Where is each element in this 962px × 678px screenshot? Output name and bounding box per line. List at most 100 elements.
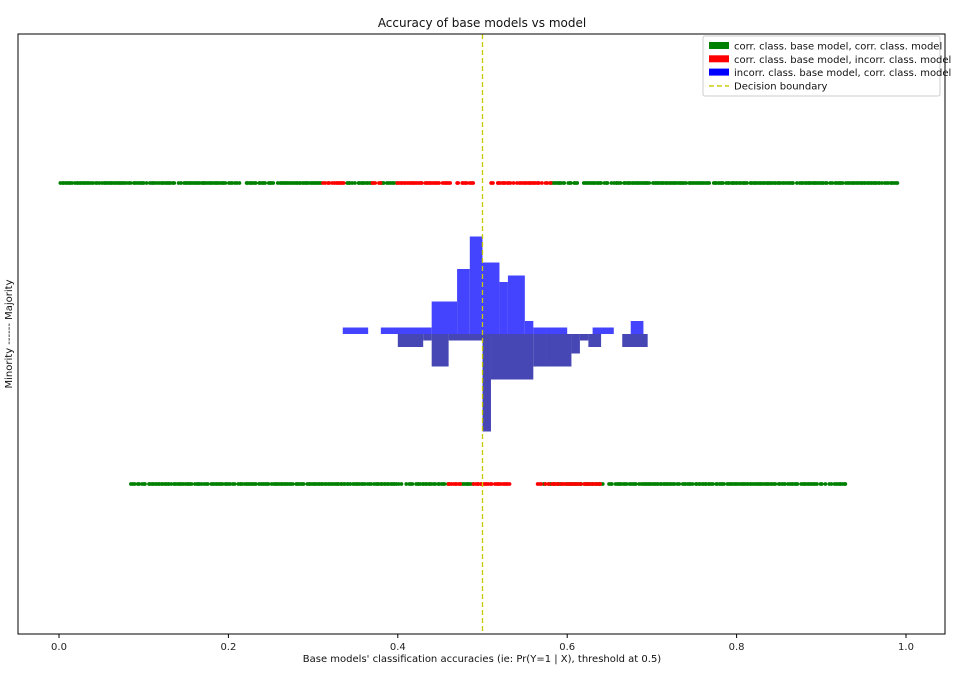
green-point xyxy=(128,181,133,185)
strip-majority xyxy=(58,181,900,185)
green-point xyxy=(599,181,603,185)
green-point xyxy=(568,181,573,185)
red-point xyxy=(548,181,553,185)
red-point xyxy=(539,482,544,486)
red-point xyxy=(378,181,383,185)
green-point xyxy=(404,482,409,486)
x-tick-label: 0.6 xyxy=(559,642,575,653)
green-point xyxy=(352,181,357,185)
histogram-bar xyxy=(342,327,369,334)
histogram-bar xyxy=(588,334,602,347)
red-point xyxy=(341,181,346,185)
green-point xyxy=(220,482,225,486)
green-point xyxy=(791,181,795,185)
green-point xyxy=(647,181,652,185)
histogram-bar xyxy=(592,327,614,334)
green-point xyxy=(886,181,891,185)
x-tick-label: 0.0 xyxy=(51,642,67,653)
red-point xyxy=(437,181,441,185)
green-point xyxy=(263,181,267,185)
histogram-bar xyxy=(482,262,500,334)
green-point xyxy=(710,482,715,486)
green-point xyxy=(266,482,271,486)
red-point xyxy=(456,181,461,185)
green-point xyxy=(169,482,174,486)
green-point xyxy=(172,181,177,185)
green-point xyxy=(819,482,824,486)
plot-frame xyxy=(17,33,946,635)
green-point xyxy=(633,482,638,486)
x-tick-label: 0.8 xyxy=(729,642,745,653)
legend-entry-label: incorr. class. base model, corr. class. … xyxy=(734,68,951,79)
green-point xyxy=(690,482,695,486)
red-point xyxy=(545,181,550,185)
histogram-bar xyxy=(380,327,432,334)
histogram-bar xyxy=(622,334,648,347)
green-point xyxy=(895,181,900,185)
x-tick-label: 0.4 xyxy=(390,642,406,653)
x-axis: 0.0 0.2 0.4 0.6 0.8 1.0 xyxy=(51,634,914,653)
green-point xyxy=(609,482,614,486)
red-point xyxy=(373,181,378,185)
green-point xyxy=(271,181,276,185)
x-axis-label: Base models' classification accuracies (… xyxy=(303,654,662,665)
legend-entry-label: Decision boundary xyxy=(734,81,827,92)
red-point xyxy=(540,181,544,185)
red-point xyxy=(546,482,551,486)
green-point xyxy=(369,482,374,486)
histogram-bar xyxy=(630,321,644,334)
plot-area xyxy=(58,34,900,634)
green-point xyxy=(228,482,233,486)
red-point xyxy=(464,181,469,185)
red-point xyxy=(471,181,476,185)
green-point xyxy=(237,181,242,185)
histogram-bar xyxy=(469,236,483,334)
green-point xyxy=(205,482,210,486)
histogram-bar xyxy=(499,282,508,334)
red-point xyxy=(536,181,541,185)
green-point xyxy=(253,181,258,185)
green-point xyxy=(137,482,142,486)
red-point xyxy=(448,181,453,185)
green-point xyxy=(97,181,102,185)
green-point xyxy=(815,482,819,486)
red-point xyxy=(327,181,332,185)
legend-swatch xyxy=(709,68,729,76)
green-point xyxy=(605,181,610,185)
green-point xyxy=(684,181,689,185)
green-point xyxy=(618,181,623,185)
green-point xyxy=(392,181,396,185)
green-point xyxy=(290,482,295,486)
red-point xyxy=(556,482,561,486)
histogram-bar xyxy=(423,334,432,341)
green-point xyxy=(823,482,828,486)
red-point xyxy=(598,482,602,486)
histogram-bar xyxy=(524,321,534,334)
green-point xyxy=(232,482,237,486)
green-point xyxy=(223,181,228,185)
red-point xyxy=(489,482,494,486)
green-point xyxy=(720,181,725,185)
green-point xyxy=(840,181,845,185)
histogram-bar xyxy=(546,327,568,334)
green-point xyxy=(141,181,146,185)
red-point xyxy=(507,482,512,486)
x-tick-label: 1.0 xyxy=(898,642,914,653)
green-point xyxy=(829,482,834,486)
histogram-bar xyxy=(546,334,572,367)
histogram-bar xyxy=(457,269,470,334)
green-point xyxy=(381,181,386,185)
strip-minority xyxy=(129,482,848,486)
green-point xyxy=(301,482,306,486)
green-point xyxy=(144,181,149,185)
legend-entry-label: corr. class. base model, incorr. class. … xyxy=(734,55,951,66)
legend: corr. class. base model, corr. class. mo… xyxy=(702,35,951,97)
histogram-bar xyxy=(533,327,547,334)
green-point xyxy=(677,482,682,486)
histogram-bar xyxy=(579,334,589,341)
green-point xyxy=(442,482,447,486)
red-point xyxy=(543,482,548,486)
red-point xyxy=(578,482,583,486)
